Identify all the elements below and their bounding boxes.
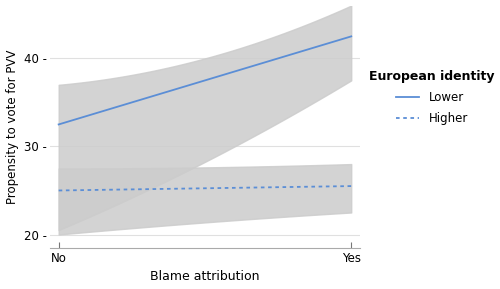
- Legend: Lower, Higher: Lower, Higher: [369, 70, 494, 125]
- Y-axis label: Propensity to vote for PVV: Propensity to vote for PVV: [6, 49, 18, 204]
- X-axis label: Blame attribution: Blame attribution: [150, 271, 260, 284]
